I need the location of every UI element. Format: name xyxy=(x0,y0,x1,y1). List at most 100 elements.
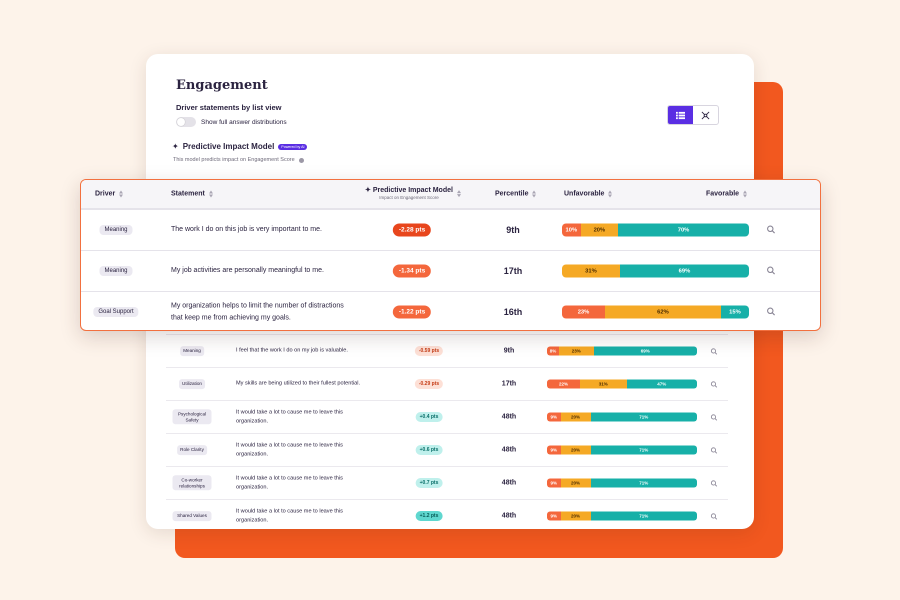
statement-text: My organization helps to limit the numbe… xyxy=(171,302,344,321)
header-percentile[interactable]: Percentile xyxy=(495,190,537,198)
distribution-bar: 31% 69% xyxy=(562,264,749,278)
distribution-bar: 9% 20% 71% xyxy=(547,445,697,455)
bar-segment-favorable: 69% xyxy=(593,346,697,356)
highlighted-table: Driver Statement ✦ Predictive Impact Mod… xyxy=(80,179,821,331)
table-row[interactable]: Co-worker relationships It would take a … xyxy=(166,466,728,499)
statement-text: I feel that the work I do on my job is v… xyxy=(236,347,348,354)
bar-segment-neutral: 31% xyxy=(580,379,627,389)
distribution-bar: 9% 20% 71% xyxy=(547,478,697,488)
search-button[interactable] xyxy=(710,441,718,459)
bar-segment-neutral: 31% xyxy=(562,264,620,278)
driver-badge: Shared Values xyxy=(172,511,212,521)
header-impact-stack: ✦ Predictive Impact Model Impact on Enga… xyxy=(365,187,453,201)
distribution-bar: 22% 31% 47% xyxy=(547,379,697,389)
bar-segment-unfavorable: 9% xyxy=(547,445,561,455)
bar-segment-favorable: 71% xyxy=(590,445,697,455)
distribution-toggle-row: Show full answer distributions xyxy=(176,117,287,127)
impact-pill: +0.7 pts xyxy=(415,478,443,488)
view-subtitle: Driver statements by list view xyxy=(176,103,282,112)
bar-segment-unfavorable: 8% xyxy=(547,346,559,356)
table-row[interactable]: Meaning I feel that the work I do on my … xyxy=(166,334,728,367)
search-icon xyxy=(767,266,776,275)
model-description: This model predicts impact on Engagement… xyxy=(173,157,295,163)
header-statement-label: Statement xyxy=(171,190,205,198)
percentile-value: 9th xyxy=(506,225,520,235)
bar-segment-favorable: 71% xyxy=(590,511,697,521)
header-statement[interactable]: Statement xyxy=(171,190,213,198)
driver-badge: Utilization xyxy=(179,379,205,389)
driver-badge: Meaning xyxy=(180,346,204,356)
table-row[interactable]: Meaning The work I do on this job is ver… xyxy=(81,209,820,250)
impact-pill: -2.28 pts xyxy=(392,223,432,237)
header-impact-text: Predictive Impact Model xyxy=(372,187,453,195)
table-row[interactable]: Goal Support My organization helps to li… xyxy=(81,291,820,330)
header-unfavorable[interactable]: Unfavorable xyxy=(564,190,613,198)
bar-segment-neutral: 20% xyxy=(560,511,591,521)
bar-segment-favorable: 15% xyxy=(720,305,749,319)
search-icon xyxy=(710,447,718,454)
search-button[interactable] xyxy=(767,221,776,239)
distribution-bar: 23% 62% 15% xyxy=(562,305,749,319)
search-icon xyxy=(710,348,718,355)
statement-text: It would take a lot to cause me to leave… xyxy=(236,409,343,424)
table-row[interactable]: Meaning My job activities are personally… xyxy=(81,250,820,291)
driver-badge: Role Clarity xyxy=(177,445,207,455)
percentile-value: 48th xyxy=(501,512,517,520)
info-icon[interactable] xyxy=(298,157,304,163)
distribution-toggle[interactable] xyxy=(176,117,196,127)
sort-icon xyxy=(119,190,124,198)
header-impact-label: ✦ Predictive Impact Model xyxy=(365,187,453,195)
header-impact-sub: Impact on Engagement Score xyxy=(379,195,439,201)
bar-segment-favorable: 71% xyxy=(590,478,697,488)
bar-segment-favorable: 70% xyxy=(618,223,749,237)
search-icon xyxy=(710,381,718,388)
model-title: Predictive Impact Model xyxy=(182,142,275,151)
header-favorable-label: Favorable xyxy=(706,190,740,198)
sparkle-icon: ✦ xyxy=(172,142,179,151)
distribution-toggle-label: Show full answer distributions xyxy=(201,118,287,126)
ai-badge: Powered by AI xyxy=(278,143,308,150)
impact-pill: -0.29 pts xyxy=(414,379,444,389)
impact-pill: -0.59 pts xyxy=(414,346,444,356)
driver-badge: Goal Support xyxy=(93,307,139,317)
distribution-bar: 9% 20% 71% xyxy=(547,511,697,521)
table-row[interactable]: Psychological Safety It would take a lot… xyxy=(166,400,728,433)
distribution-bar: 8% 23% 69% xyxy=(547,346,697,356)
statement-text: My job activities are personally meaning… xyxy=(171,267,324,275)
table-row[interactable]: Role Clarity It would take a lot to caus… xyxy=(166,433,728,466)
header-driver-label: Driver xyxy=(95,190,116,198)
search-icon xyxy=(710,480,718,487)
search-button[interactable] xyxy=(767,303,776,321)
table-header: Driver Statement ✦ Predictive Impact Mod… xyxy=(81,180,820,209)
header-favorable[interactable]: Favorable xyxy=(706,190,748,198)
header-driver[interactable]: Driver xyxy=(95,190,124,198)
sort-icon xyxy=(532,190,537,198)
driver-badge: Meaning xyxy=(99,266,133,276)
table-row[interactable]: Utilization My skills are being utilized… xyxy=(166,367,728,400)
search-button[interactable] xyxy=(710,342,718,360)
grid-view-button[interactable] xyxy=(693,106,718,124)
search-icon xyxy=(767,225,776,234)
statement-text: It would take a lot to cause me to leave… xyxy=(236,508,343,523)
search-icon xyxy=(767,307,776,316)
bar-segment-neutral: 23% xyxy=(559,346,594,356)
percentile-value: 48th xyxy=(501,479,517,487)
table-row[interactable]: Shared Values It would take a lot to cau… xyxy=(166,499,728,529)
driver-badge: Co-worker relationships xyxy=(172,475,212,491)
list-view-button[interactable] xyxy=(668,106,693,124)
header-impact[interactable]: ✦ Predictive Impact Model Impact on Enga… xyxy=(365,187,461,201)
percentile-value: 9th xyxy=(503,347,515,355)
grid-icon xyxy=(701,111,710,119)
search-icon xyxy=(710,414,718,421)
sort-icon xyxy=(456,190,461,198)
distribution-bar: 9% 20% 71% xyxy=(547,412,697,422)
statement-text: It would take a lot to cause me to leave… xyxy=(236,475,343,490)
page-title: Engagement xyxy=(176,78,268,93)
view-switch xyxy=(667,105,719,125)
search-button[interactable] xyxy=(710,474,718,492)
search-button[interactable] xyxy=(710,375,718,393)
driver-badge: Meaning xyxy=(99,225,133,235)
search-button[interactable] xyxy=(710,408,718,426)
search-button[interactable] xyxy=(767,262,776,280)
search-button[interactable] xyxy=(710,507,718,525)
